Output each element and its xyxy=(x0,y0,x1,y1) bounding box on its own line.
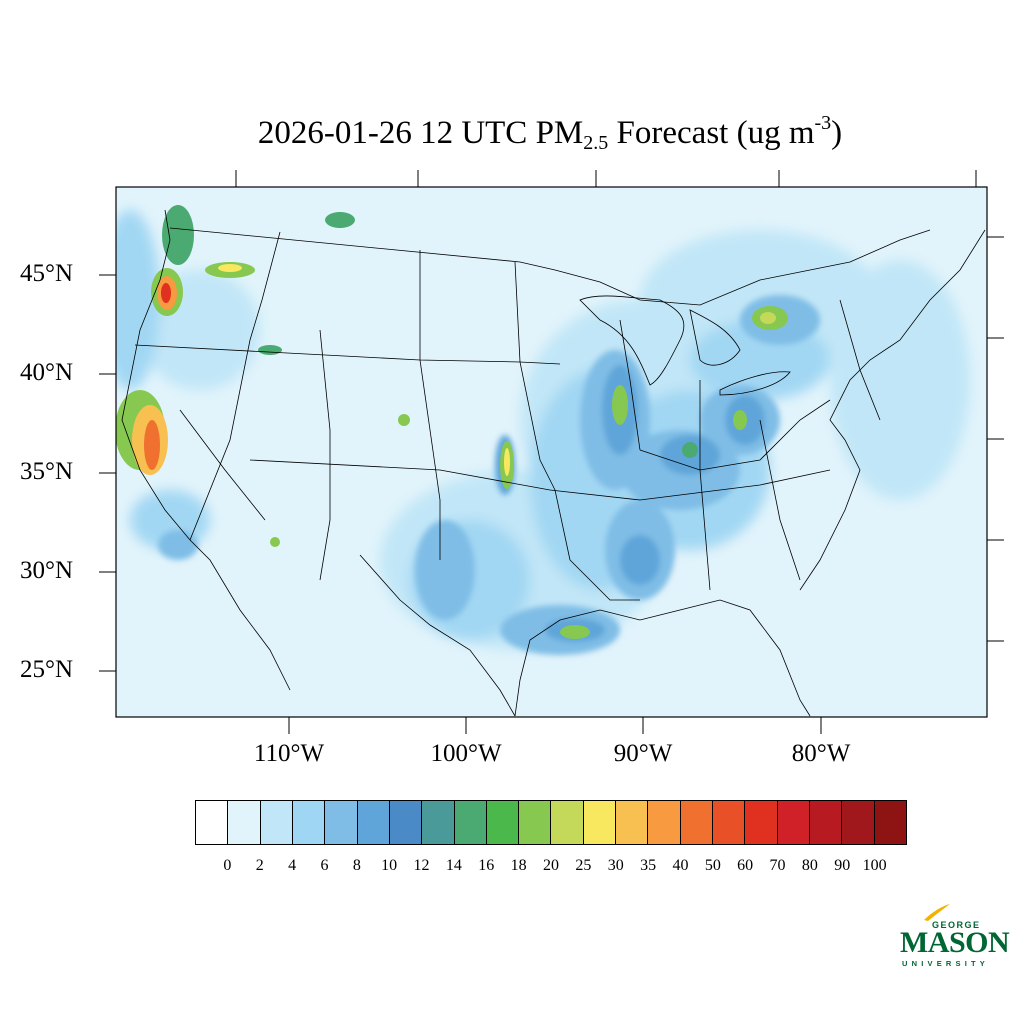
lon-label-80: 80°W xyxy=(791,740,851,767)
legend-swatch xyxy=(196,801,229,844)
lat-label-35: 35°N xyxy=(20,458,74,485)
map-borders xyxy=(121,209,986,717)
legend-label: 2 xyxy=(255,857,264,874)
color-legend xyxy=(195,800,907,845)
legend-label: 100 xyxy=(862,857,887,874)
legend-swatch xyxy=(583,801,617,844)
legend-swatch xyxy=(357,801,390,844)
concentration-field xyxy=(116,187,987,717)
legend-swatch xyxy=(519,801,552,844)
legend-swatch xyxy=(454,801,487,844)
legend-label: 14 xyxy=(445,857,462,874)
legend-label: 60 xyxy=(737,857,754,874)
lat-label-25: 25°N xyxy=(20,656,74,683)
legend-swatch xyxy=(292,801,326,844)
legend-label: 25 xyxy=(575,857,592,874)
legend-swatch xyxy=(777,801,810,844)
legend-swatch xyxy=(842,801,875,844)
legend-swatch xyxy=(551,801,584,844)
legend-label: 40 xyxy=(672,857,689,874)
map-ticks xyxy=(99,170,1004,734)
legend-label: 8 xyxy=(352,857,361,874)
legend-label: 12 xyxy=(413,857,430,874)
legend-swatch xyxy=(228,801,261,844)
legend-swatch xyxy=(745,801,778,844)
legend-swatch xyxy=(648,801,681,844)
gmu-logo: GEORGE MASON UNIVERSITY xyxy=(898,902,1010,972)
legend-label: 16 xyxy=(478,857,495,874)
legend-label: 6 xyxy=(320,857,329,874)
swoosh-icon xyxy=(924,904,950,921)
map-frame xyxy=(115,186,988,718)
legend-swatch xyxy=(486,801,520,844)
legend-label: 10 xyxy=(381,857,398,874)
legend-label: 80 xyxy=(801,857,818,874)
legend-label: 50 xyxy=(704,857,721,874)
lon-label-90: 90°W xyxy=(613,740,673,767)
lon-label-110: 110°W xyxy=(253,740,325,767)
legend-swatch xyxy=(389,801,423,844)
legend-label: 20 xyxy=(543,857,559,874)
logo-university-text: UNIVERSITY xyxy=(902,959,990,968)
logo-george-text: GEORGE xyxy=(932,920,981,930)
chart-title: 2026-01-26 12 UTC PM2.5 Forecast (ug m-3… xyxy=(257,112,843,154)
legend-swatch xyxy=(680,801,713,844)
legend-swatch xyxy=(325,801,358,844)
legend-label: 30 xyxy=(607,857,624,874)
legend-label: 4 xyxy=(288,857,297,874)
legend-swatch xyxy=(260,801,293,844)
lat-label-45: 45°N xyxy=(20,260,74,287)
legend-swatch xyxy=(809,801,843,844)
lat-label-30: 30°N xyxy=(20,557,74,584)
legend-label: 90 xyxy=(834,857,851,874)
legend-swatch xyxy=(422,801,455,844)
legend-label: 0 xyxy=(223,857,232,874)
logo-mason-text: MASON xyxy=(900,926,1010,959)
legend-swatch xyxy=(713,801,746,844)
lon-label-100: 100°W xyxy=(430,740,502,767)
legend-swatch xyxy=(874,801,906,844)
lat-label-40: 40°N xyxy=(20,359,74,386)
legend-swatch xyxy=(616,801,649,844)
legend-label: 70 xyxy=(769,857,786,874)
legend-label: 35 xyxy=(640,857,657,874)
legend-label: 18 xyxy=(510,857,527,874)
